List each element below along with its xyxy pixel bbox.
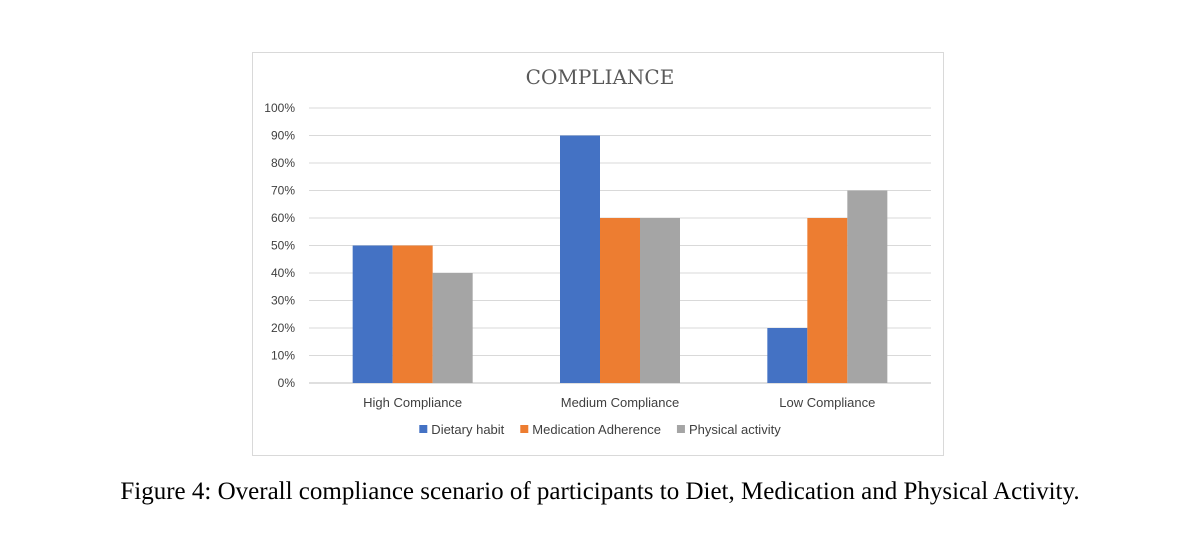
legend-label: Physical activity (689, 422, 781, 437)
chart-title: COMPLIANCE (526, 65, 675, 89)
compliance-bar-chart: COMPLIANCE 0% 10% 20% 30% 40% 50% 60% 70% 80% 90%… (264, 65, 931, 437)
y-tick-label: 40% (271, 266, 295, 280)
y-tick-label: 20% (271, 321, 295, 335)
legend-swatch (419, 425, 428, 433)
y-tick-label: 50% (271, 239, 295, 253)
y-tick-label: 100% (264, 101, 295, 115)
x-category-label: Medium Compliance (561, 395, 680, 410)
y-axis-tick-labels: 0% 10% 20% 30% 40% 50% 60% 70% 80% 90% 100% (264, 101, 295, 390)
y-tick-label: 60% (271, 211, 295, 225)
bar-physical-activity (640, 218, 680, 383)
x-axis-category-labels: High Compliance Medium Compliance Low Comp… (363, 395, 875, 410)
legend-label: Medication Adherence (532, 422, 661, 437)
y-tick-label: 10% (271, 349, 295, 363)
bar-physical-activity (432, 273, 473, 383)
bar-dietary-habit (767, 328, 808, 383)
bar-physical-activity (847, 190, 888, 383)
bar-medication-adherence (600, 218, 640, 383)
bar-dietary-habit (560, 135, 600, 383)
y-tick-label: 70% (271, 184, 295, 198)
y-tick-label: 0% (278, 376, 296, 390)
legend-item: Dietary habit (419, 422, 505, 437)
y-tick-label: 80% (271, 156, 295, 170)
legend-label: Dietary habit (431, 422, 504, 437)
y-tick-label: 30% (271, 294, 295, 308)
y-tick-label: 90% (271, 129, 295, 143)
x-category-label: High Compliance (363, 395, 462, 410)
figure-caption: Figure 4: Overall compliance scenario of… (120, 478, 1080, 505)
bar-medication-adherence (807, 218, 848, 383)
legend: Dietary habit Medication Adherence Physica… (419, 422, 781, 437)
chart-area: COMPLIANCE 0% 10% 20% 30% 40% 50% 60% 70% 80% 90%… (252, 52, 944, 456)
bar-dietary-habit (352, 245, 393, 383)
legend-item: Physical activity (676, 422, 781, 437)
legend-swatch (676, 425, 685, 433)
legend-swatch (520, 425, 529, 433)
legend-item: Medication Adherence (520, 422, 661, 437)
bars (352, 135, 888, 383)
bar-medication-adherence (392, 245, 433, 383)
x-category-label: Low Compliance (779, 395, 875, 410)
